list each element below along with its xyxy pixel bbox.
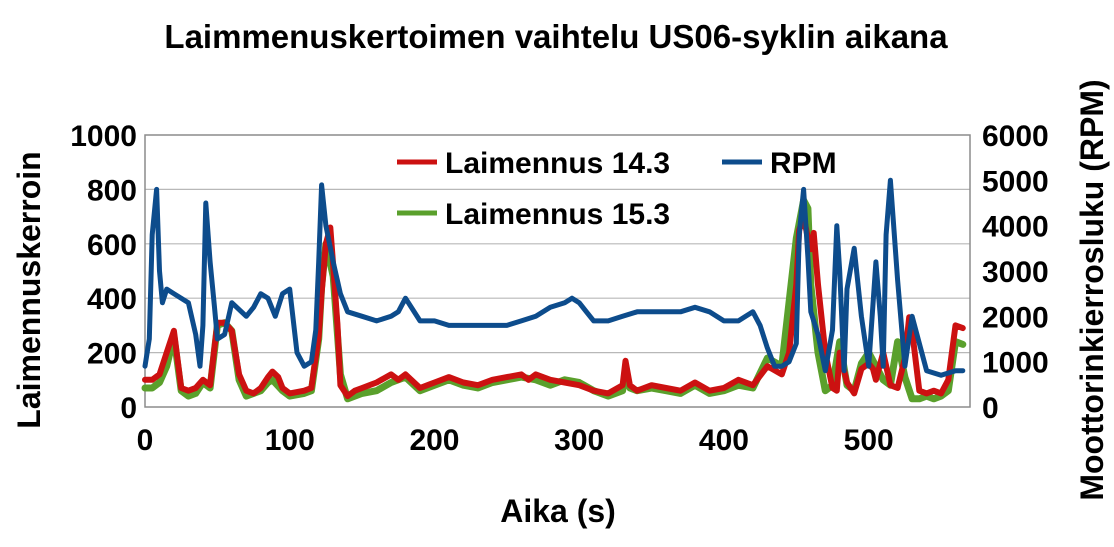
y2-tick-label: 4000 [982, 211, 1049, 244]
y2-axis-title: Moottorinkierrosluku (RPM) [1074, 79, 1110, 500]
legend-label-rpm: RPM [770, 147, 837, 180]
series-lines [141, 177, 967, 403]
y2-tick-label: 1000 [982, 347, 1049, 380]
y2-tick-label: 0 [982, 392, 999, 425]
legend: Laimennus 14.3 RPM Laimennus 15.3 [397, 147, 837, 231]
y-tick-label: 600 [87, 229, 137, 262]
y2-tick-label: 3000 [982, 256, 1049, 289]
x-axis-title: Aika (s) [500, 493, 616, 529]
y-tick-label: 200 [87, 338, 137, 371]
x-tick-label: 100 [265, 424, 315, 457]
x-tick-label: 0 [137, 424, 154, 457]
x-tick-label: 200 [409, 424, 459, 457]
x-tick-label: 300 [554, 424, 604, 457]
series-line-laimennus-14-3 [142, 213, 966, 400]
y-tick-label: 0 [120, 392, 137, 425]
chart-title: Laimmenuskertoimen vaihtelu US06-syklin … [164, 18, 948, 55]
x-tick-label: 400 [699, 424, 749, 457]
y-axis-title: Laimennuskerroin [11, 151, 47, 428]
series-line-rpm [142, 177, 966, 378]
x-tick-label: 500 [844, 424, 894, 457]
left-axis-ticks: 0 200 400 600 800 1000 [70, 120, 137, 425]
x-axis-ticks: 0 100 200 300 400 500 [137, 424, 894, 457]
y2-tick-label: 2000 [982, 301, 1049, 334]
right-axis-ticks: 0 1000 2000 3000 4000 5000 6000 [982, 120, 1049, 425]
y2-tick-label: 5000 [982, 165, 1049, 198]
y-tick-label: 1000 [70, 120, 137, 153]
legend-label-laimennus-15-3: Laimennus 15.3 [445, 198, 670, 231]
plot-area [144, 134, 971, 408]
legend-label-laimennus-14-3: Laimennus 14.3 [445, 147, 670, 180]
y-tick-label: 400 [87, 283, 137, 316]
y2-tick-label: 6000 [982, 120, 1049, 153]
y-tick-label: 800 [87, 174, 137, 207]
